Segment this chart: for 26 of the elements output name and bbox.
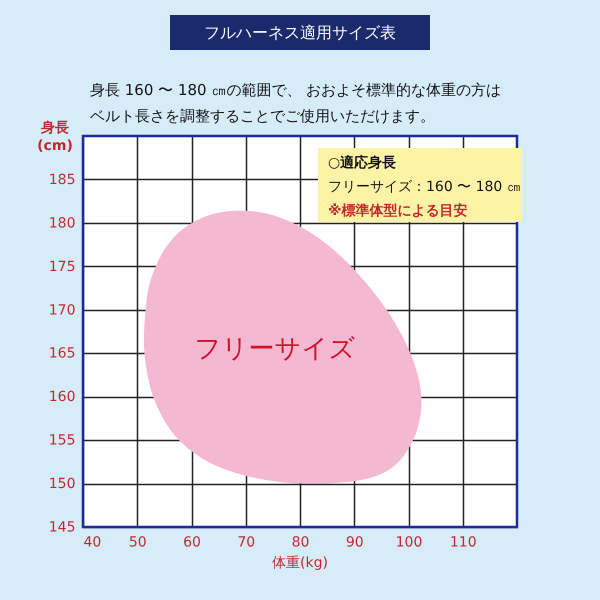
x-tick-label: 70 [237, 534, 256, 550]
text: 身長 160 〜 180 ㎝の範囲で、 おおよそ標準的な体重の方は [90, 81, 502, 99]
annotation: ○適応身長 [328, 154, 396, 171]
annotation: フリーサイズ：160 〜 180 ㎝ [328, 179, 521, 195]
y-tick-label: 145 [48, 520, 76, 536]
y-tick-label: 170 [48, 302, 76, 318]
annotation: ※標準体型による目安 [328, 202, 468, 219]
x-tick-label: 90 [346, 534, 364, 550]
chart-title: フルハーネス適用サイズ表 [204, 23, 396, 42]
y-tick-label: 180 [48, 215, 76, 232]
y-tick-label: 150 [48, 476, 76, 492]
x-axis-title: 体重(kg) [272, 555, 328, 571]
x-tick-label: 100 [396, 534, 422, 550]
y-tick-label: 160 [48, 389, 76, 406]
text: ベルト長さを調整することでご使用いただけます。 [90, 107, 435, 125]
y-tick-label: 175 [48, 258, 76, 275]
y-tick-label: 155 [48, 432, 76, 449]
x-tick-label: 50 [128, 534, 147, 550]
y-tick-label: 185 [48, 172, 76, 188]
x-tick-label: 60 [183, 534, 201, 550]
y-tick-label: 165 [48, 346, 76, 362]
y-axis-title: 身長 (cm) [37, 120, 73, 154]
x-tick-label: 80 [292, 534, 310, 550]
x-tick-label: 110 [450, 534, 477, 550]
x-tick-label: 40 [84, 534, 102, 550]
series-label: フリーサイズ [194, 334, 356, 364]
